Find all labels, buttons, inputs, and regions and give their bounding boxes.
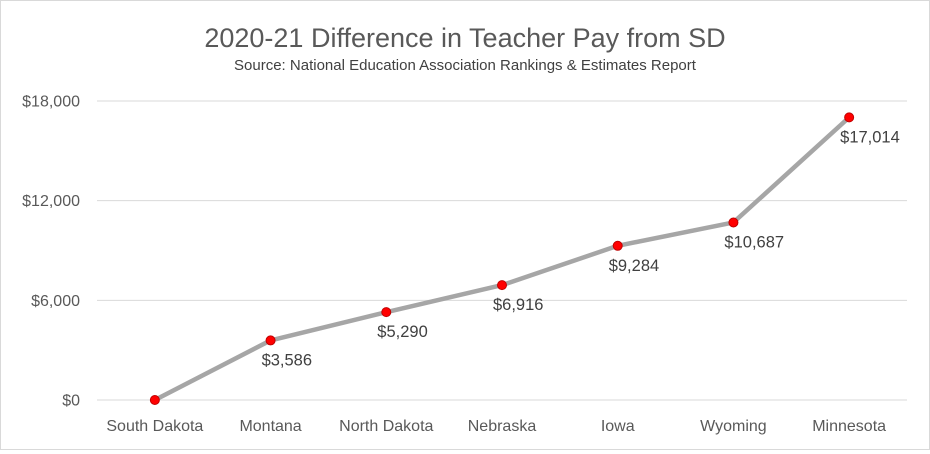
data-label-nebraska: $6,916 bbox=[493, 296, 543, 314]
x-tick-label-wyoming: Wyoming bbox=[700, 418, 767, 435]
x-tick-label-iowa: Iowa bbox=[601, 418, 635, 435]
y-axis-tick-labels: $0 $6,000 $12,000 $18,000 bbox=[22, 94, 80, 410]
series-line bbox=[152, 115, 852, 403]
chart-subtitle: Source: National Education Association R… bbox=[234, 57, 697, 74]
data-point-montana bbox=[265, 335, 276, 346]
y-tick-label-6000: $6,000 bbox=[31, 293, 80, 310]
data-point-nebraska bbox=[497, 280, 507, 291]
y-tick-label-18000: $18,000 bbox=[22, 94, 80, 111]
gridlines bbox=[97, 100, 907, 401]
x-tick-label-south-dakota: South Dakota bbox=[106, 418, 203, 435]
data-point-south-dakota bbox=[149, 395, 160, 405]
x-axis-tick-labels: South Dakota Montana North Dakota Nebraska I… bbox=[106, 418, 886, 435]
data-labels: $3,586 $5,290 $6,916 $9,284 $10,687 $17,014 bbox=[262, 128, 900, 369]
x-tick-label-minnesota: Minnesota bbox=[812, 418, 886, 435]
y-tick-label-12000: $12,000 bbox=[22, 193, 80, 210]
data-label-minnesota: $17,014 bbox=[840, 128, 900, 146]
x-tick-label-nebraska: Nebraska bbox=[468, 418, 537, 435]
chart-title: 2020-21 Difference in Teacher Pay from S… bbox=[204, 23, 725, 53]
x-tick-label-north-dakota: North Dakota bbox=[339, 418, 433, 435]
x-tick-label-montana: Montana bbox=[239, 418, 301, 435]
data-label-wyoming: $10,687 bbox=[724, 233, 784, 251]
data-label-montana: $3,586 bbox=[262, 351, 312, 369]
y-tick-label-0: $0 bbox=[62, 393, 80, 410]
data-point-minnesota bbox=[844, 112, 855, 123]
data-points bbox=[149, 112, 855, 405]
series-polyline bbox=[152, 115, 852, 403]
data-label-iowa: $9,284 bbox=[609, 257, 659, 275]
data-point-wyoming bbox=[728, 217, 739, 228]
data-point-north-dakota bbox=[381, 307, 392, 318]
data-point-iowa bbox=[612, 240, 623, 251]
data-label-north-dakota: $5,290 bbox=[377, 323, 427, 341]
